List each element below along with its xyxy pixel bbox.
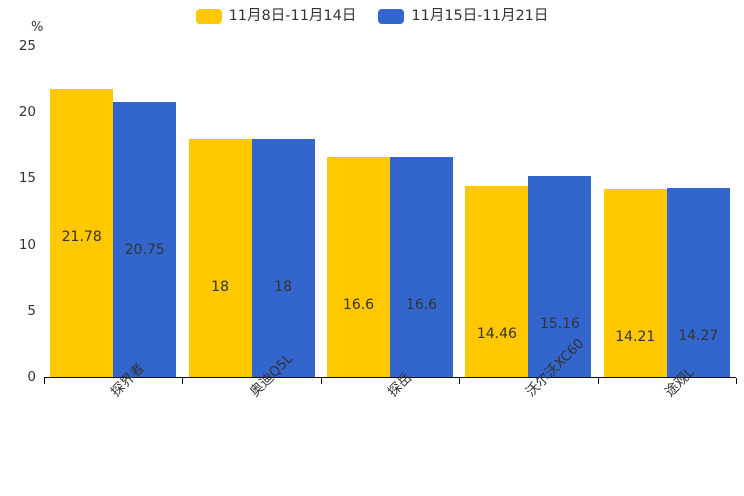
- bar-value-label: 18: [211, 278, 229, 295]
- bar-series-1-category-3[interactable]: 16.6: [327, 157, 390, 377]
- bar-value-label: 16.6: [342, 297, 375, 314]
- bar-value-label: 20.75: [124, 242, 165, 259]
- legend-swatch-series-1: [195, 8, 222, 24]
- legend-item-2[interactable]: 11月15日-11月21日: [378, 7, 549, 24]
- bar-series-2-category-2[interactable]: 18: [251, 138, 315, 377]
- bar-series-2-category-3[interactable]: 16.6: [390, 157, 453, 377]
- bar-value-label: 21.78: [61, 228, 102, 245]
- x-axis-tick: [459, 378, 460, 384]
- bar-value-label: 14.27: [678, 328, 719, 345]
- bar-series-1-category-2[interactable]: 18: [188, 138, 252, 377]
- x-axis-tick: [321, 378, 322, 384]
- bar-series-2-category-5[interactable]: 14.27: [666, 188, 730, 377]
- bar-value-label: 14.46: [476, 325, 517, 342]
- plot-area: 21.78 20.75 18 18 16.6 16.6 14.46 15.16 14.21 14.…: [44, 40, 736, 377]
- y-axis-unit-label: %: [31, 20, 44, 35]
- chart-legend: 11月8日-11月14日 11月15日-11月21日: [0, 4, 744, 28]
- bar-value-label: 15.16: [539, 316, 580, 333]
- bar-series-1-category-1[interactable]: 21.78: [50, 88, 114, 377]
- x-axis-tick: [736, 378, 737, 384]
- x-axis-tick: [598, 378, 599, 384]
- bar-series-1-category-4[interactable]: 14.46: [465, 185, 529, 377]
- y-axis-tick-label: 25: [18, 38, 36, 54]
- y-axis-tick-label: 5: [27, 302, 36, 319]
- bar-value-label: 18: [274, 278, 292, 295]
- bar-series-1-category-5[interactable]: 14.21: [603, 188, 667, 377]
- bar-value-label: 14.21: [615, 328, 656, 345]
- y-axis-tick-label: 0: [27, 369, 36, 385]
- legend-swatch-series-2: [378, 8, 405, 24]
- y-axis-tick-label: 10: [18, 236, 36, 253]
- bar-value-label: 16.6: [405, 297, 438, 314]
- bar-series-2-category-1[interactable]: 20.75: [113, 102, 177, 377]
- x-axis-tick-origin: [44, 378, 45, 384]
- y-axis-tick-label: 20: [18, 104, 36, 121]
- legend-label-2: 11月15日-11月21日: [411, 7, 549, 24]
- x-axis-tick: [182, 378, 183, 384]
- y-axis-tick-label: 15: [18, 170, 36, 187]
- y-axis: 0 5 10 15 20 25: [0, 0, 36, 496]
- x-axis-line: [44, 377, 736, 378]
- bar-series-2-category-4[interactable]: 15.16: [528, 176, 592, 377]
- legend-item-1[interactable]: 11月8日-11月14日: [195, 7, 357, 24]
- legend-label-1: 11月8日-11月14日: [228, 7, 357, 24]
